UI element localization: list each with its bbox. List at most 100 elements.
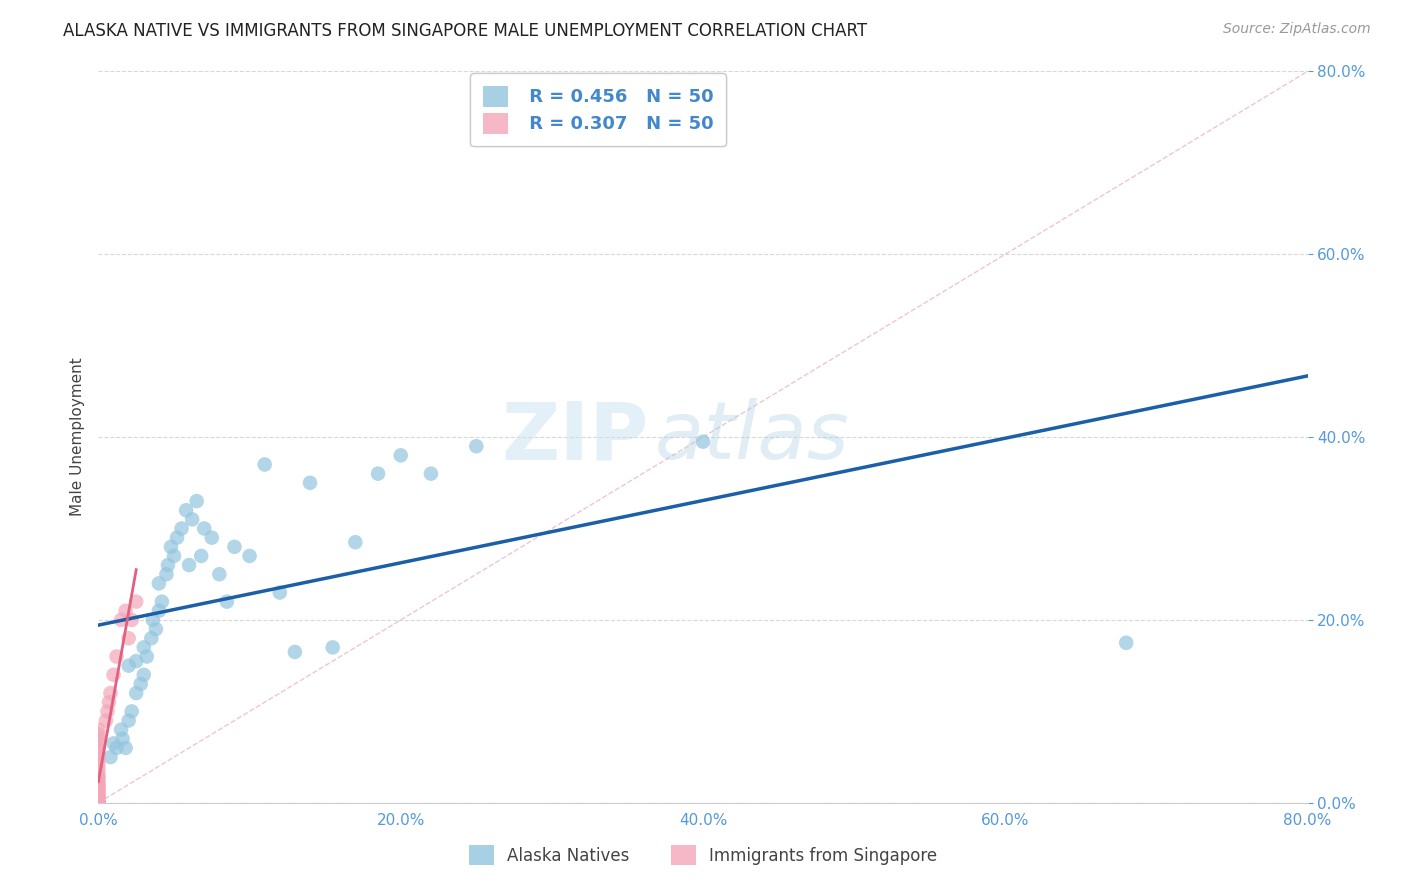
Legend:  R = 0.456   N = 50,  R = 0.307   N = 50: R = 0.456 N = 50, R = 0.307 N = 50 xyxy=(470,73,725,146)
Point xyxy=(87,759,110,773)
Point xyxy=(201,531,224,545)
Point xyxy=(87,796,110,810)
Point xyxy=(125,686,148,700)
Point xyxy=(129,677,152,691)
Point xyxy=(166,531,188,545)
Point xyxy=(103,667,125,681)
Point xyxy=(322,640,344,655)
Point xyxy=(87,731,110,746)
Point xyxy=(224,540,246,554)
Point xyxy=(87,796,110,810)
Point xyxy=(125,654,148,668)
Point xyxy=(269,585,291,599)
Point xyxy=(87,796,110,810)
Point xyxy=(87,796,110,810)
Point xyxy=(87,796,110,810)
Point xyxy=(87,796,110,810)
Point xyxy=(87,775,110,789)
Point xyxy=(135,649,157,664)
Point xyxy=(150,594,173,608)
Point xyxy=(87,723,110,737)
Point xyxy=(284,645,307,659)
Point xyxy=(87,783,110,797)
Point xyxy=(179,558,201,573)
Point xyxy=(87,750,110,764)
Point xyxy=(98,695,121,709)
Point xyxy=(208,567,231,582)
Point xyxy=(87,740,110,755)
Point xyxy=(190,549,212,563)
Point xyxy=(148,576,170,591)
Point xyxy=(96,705,118,719)
Point xyxy=(103,736,125,750)
Point xyxy=(87,746,110,760)
Point xyxy=(100,750,122,764)
Point xyxy=(87,789,110,803)
Y-axis label: Male Unemployment: Male Unemployment xyxy=(69,358,84,516)
Point xyxy=(121,613,143,627)
Point xyxy=(110,723,132,737)
Point xyxy=(118,632,141,646)
Point xyxy=(87,778,110,792)
Point xyxy=(465,439,488,453)
Point xyxy=(186,494,208,508)
Point xyxy=(142,613,165,627)
Point xyxy=(87,781,110,796)
Point xyxy=(160,540,183,554)
Point xyxy=(156,558,179,573)
Point xyxy=(87,791,110,805)
Point xyxy=(87,796,110,810)
Point xyxy=(170,521,193,535)
Point xyxy=(174,503,197,517)
Point xyxy=(163,549,186,563)
Point xyxy=(114,604,136,618)
Point xyxy=(87,796,110,810)
Point xyxy=(87,780,110,794)
Text: atlas: atlas xyxy=(655,398,849,476)
Point xyxy=(87,796,110,810)
Point xyxy=(132,640,155,655)
Point xyxy=(87,796,110,810)
Point xyxy=(1115,636,1137,650)
Point xyxy=(105,740,128,755)
Point xyxy=(367,467,389,481)
Point xyxy=(100,686,122,700)
Point xyxy=(87,790,110,805)
Point xyxy=(87,789,110,804)
Point xyxy=(87,796,110,810)
Point xyxy=(87,796,110,810)
Point xyxy=(87,772,110,787)
Point xyxy=(87,764,110,778)
Point xyxy=(155,567,177,582)
Point xyxy=(215,594,238,608)
Point xyxy=(87,785,110,799)
Point xyxy=(87,787,110,801)
Point xyxy=(299,475,322,490)
Point xyxy=(87,796,110,810)
Text: ALASKA NATIVE VS IMMIGRANTS FROM SINGAPORE MALE UNEMPLOYMENT CORRELATION CHART: ALASKA NATIVE VS IMMIGRANTS FROM SINGAPO… xyxy=(63,22,868,40)
Point xyxy=(145,622,167,636)
Text: Source: ZipAtlas.com: Source: ZipAtlas.com xyxy=(1223,22,1371,37)
Legend: Alaska Natives, Immigrants from Singapore: Alaska Natives, Immigrants from Singapor… xyxy=(458,836,948,875)
Point xyxy=(125,594,148,608)
Point xyxy=(132,667,155,681)
Point xyxy=(94,714,117,728)
Point xyxy=(118,658,141,673)
Point xyxy=(111,731,134,746)
Point xyxy=(344,535,367,549)
Point xyxy=(114,740,136,755)
Point xyxy=(121,705,143,719)
Point xyxy=(389,448,412,462)
Point xyxy=(253,458,276,472)
Point xyxy=(87,755,110,769)
Point xyxy=(87,796,110,810)
Point xyxy=(87,796,110,810)
Point xyxy=(181,512,204,526)
Point xyxy=(193,521,215,535)
Point xyxy=(239,549,262,563)
Point xyxy=(692,434,714,449)
Point xyxy=(420,467,443,481)
Point xyxy=(148,604,170,618)
Point xyxy=(87,727,110,741)
Point xyxy=(118,714,141,728)
